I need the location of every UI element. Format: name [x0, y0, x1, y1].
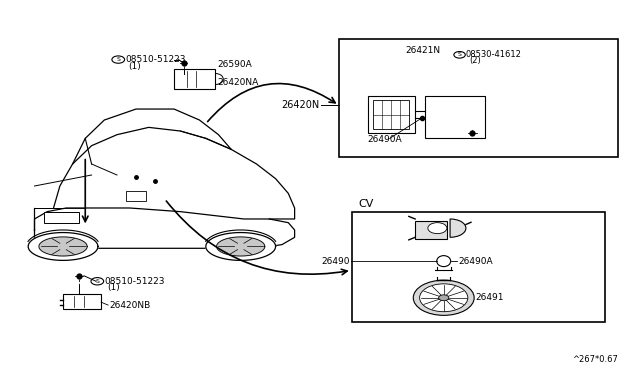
- Text: 26420N: 26420N: [282, 100, 320, 110]
- Bar: [339, 39, 618, 157]
- Text: S: S: [458, 52, 461, 57]
- Text: (1): (1): [128, 62, 141, 71]
- Text: S: S: [95, 279, 99, 284]
- Ellipse shape: [436, 256, 451, 267]
- Polygon shape: [216, 237, 265, 256]
- Text: 26420NB: 26420NB: [109, 301, 150, 310]
- Circle shape: [428, 223, 447, 234]
- Text: 26490: 26490: [321, 257, 350, 266]
- Text: ^267*0.67: ^267*0.67: [572, 355, 618, 364]
- Bar: [63, 294, 101, 309]
- Text: S: S: [116, 57, 120, 62]
- Text: 26421N: 26421N: [406, 46, 441, 55]
- Polygon shape: [39, 237, 87, 256]
- Text: 26590A: 26590A: [217, 60, 252, 69]
- Text: 08510-51223: 08510-51223: [125, 55, 186, 64]
- Circle shape: [420, 284, 468, 312]
- Polygon shape: [28, 232, 98, 260]
- Bar: [174, 69, 215, 89]
- Bar: [415, 221, 447, 239]
- Polygon shape: [206, 232, 276, 260]
- Bar: [372, 100, 410, 129]
- Text: 26490A: 26490A: [458, 257, 493, 266]
- Text: 08510-51223: 08510-51223: [104, 277, 164, 286]
- Text: 08530-41612: 08530-41612: [466, 50, 522, 59]
- Text: CV: CV: [358, 199, 374, 209]
- Text: (2): (2): [470, 56, 481, 65]
- Text: (1): (1): [107, 283, 120, 292]
- Circle shape: [413, 280, 474, 315]
- Polygon shape: [54, 127, 294, 219]
- Bar: [352, 212, 605, 321]
- Bar: [425, 96, 485, 138]
- Bar: [367, 96, 415, 133]
- Wedge shape: [450, 219, 466, 237]
- Bar: [44, 212, 79, 223]
- Text: 26491: 26491: [476, 293, 504, 302]
- Circle shape: [438, 295, 449, 301]
- Bar: [127, 192, 145, 201]
- Text: 26420NA: 26420NA: [217, 78, 259, 87]
- Polygon shape: [35, 208, 294, 248]
- Text: 26490A: 26490A: [367, 135, 402, 144]
